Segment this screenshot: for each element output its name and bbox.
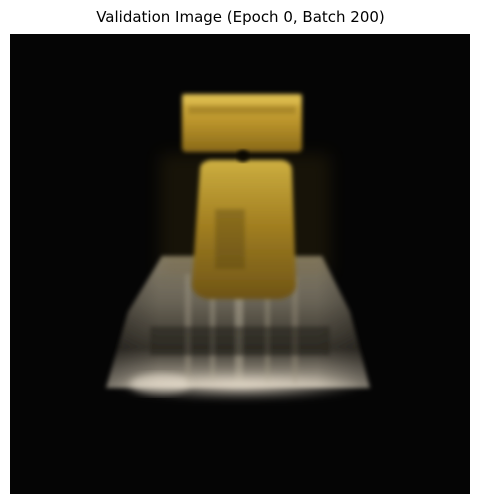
generated-image-canvas xyxy=(10,34,470,494)
object-top-gold xyxy=(182,94,302,152)
figure-title: Validation Image (Epoch 0, Batch 200) xyxy=(96,8,385,26)
validation-image xyxy=(10,34,470,494)
object-base xyxy=(106,256,370,388)
